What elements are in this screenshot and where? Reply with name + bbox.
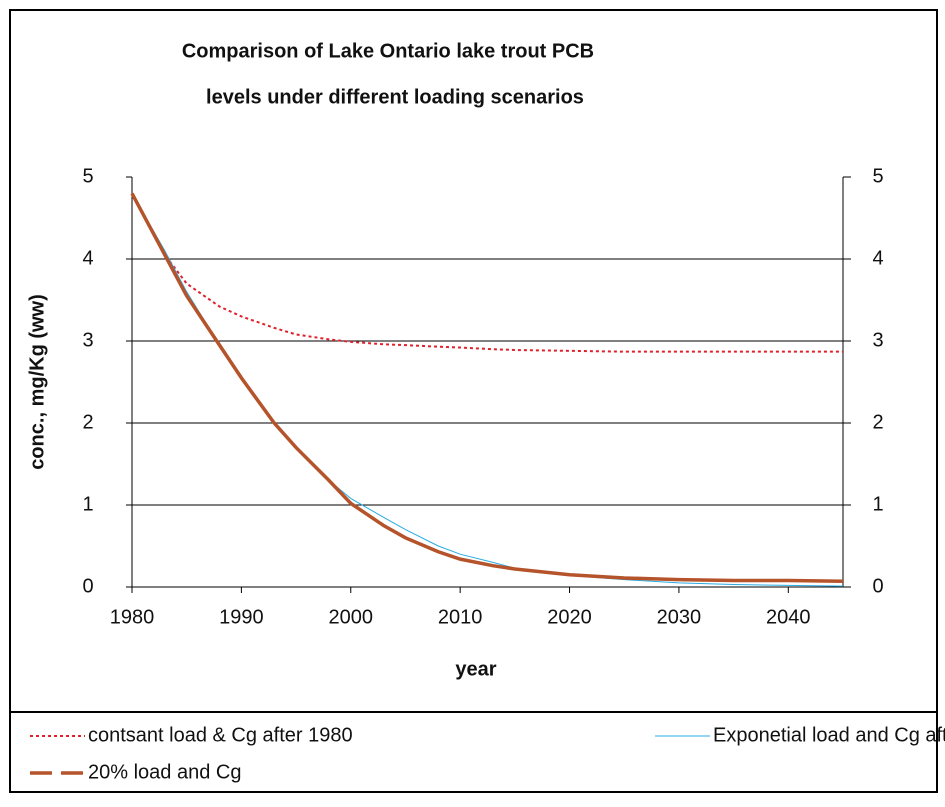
x-tick-label: 2040 bbox=[766, 606, 811, 628]
x-axis-label: year bbox=[455, 658, 496, 680]
y-tick-label: 2 bbox=[82, 411, 93, 433]
x-tick-label: 2030 bbox=[657, 606, 702, 628]
y2-tick-label: 2 bbox=[872, 411, 883, 433]
y2-tick-label: 3 bbox=[872, 329, 883, 351]
series-line bbox=[131, 193, 844, 587]
chart-title: levels under different loading scenarios bbox=[206, 86, 584, 108]
x-tick-label: 2020 bbox=[547, 606, 592, 628]
x-tick-label: 1980 bbox=[110, 606, 155, 628]
x-tick-label: 1990 bbox=[219, 606, 264, 628]
x-tick-label: 2010 bbox=[438, 606, 483, 628]
chart-title: Comparison of Lake Ontario lake trout PC… bbox=[182, 40, 594, 62]
y2-tick-label: 1 bbox=[872, 493, 883, 515]
series-line bbox=[130, 192, 844, 584]
frame bbox=[9, 9, 938, 793]
x-tick-label: 2000 bbox=[329, 606, 374, 628]
y-tick-label: 5 bbox=[82, 165, 93, 187]
series-line bbox=[131, 192, 843, 353]
legend-label: 20% load and Cg bbox=[88, 761, 241, 783]
y2-tick-label: 5 bbox=[872, 165, 883, 187]
y-axis-label: conc., mg/Kg (ww) bbox=[26, 294, 48, 470]
y-tick-label: 1 bbox=[82, 493, 93, 515]
y-tick-label: 4 bbox=[82, 247, 93, 269]
y-tick-label: 0 bbox=[82, 575, 93, 597]
legend-label: contsant load & Cg after 1980 bbox=[88, 724, 353, 746]
legend-label: Exponetial load and Cg after 95 bbox=[713, 724, 945, 746]
y-tick-label: 3 bbox=[82, 329, 93, 351]
y2-tick-label: 4 bbox=[872, 247, 883, 269]
y2-tick-label: 0 bbox=[872, 575, 883, 597]
